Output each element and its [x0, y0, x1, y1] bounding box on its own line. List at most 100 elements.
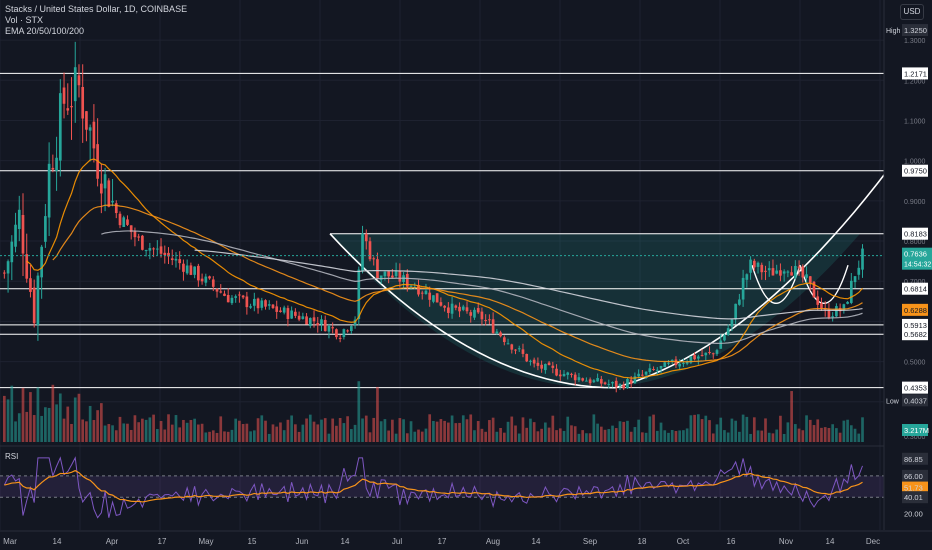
candle-body: [208, 276, 211, 279]
volume-bar: [241, 424, 245, 442]
volume-bar: [70, 423, 73, 442]
volume-bar: [100, 403, 103, 442]
volume-bar: [335, 425, 338, 442]
candle-body: [484, 320, 487, 322]
rsi-scale-tag: 86.85: [904, 455, 923, 464]
volume-bar: [719, 417, 723, 442]
volume-bar: [25, 411, 29, 442]
candle-body: [790, 272, 793, 276]
candle-body: [659, 366, 663, 369]
volume-bar: [294, 424, 297, 442]
volume-bar: [286, 419, 290, 442]
volume-bar: [491, 417, 495, 442]
volume-bar: [730, 418, 734, 442]
candle-body: [711, 353, 715, 355]
volume-bar: [667, 432, 670, 442]
candle-body: [368, 241, 372, 260]
time-axis-label: Apr: [106, 537, 119, 546]
candle-body: [21, 215, 25, 254]
volume-bar: [118, 416, 122, 442]
volume-bar: [249, 431, 252, 442]
price-level-tag: 0.9750: [904, 167, 927, 176]
candle-body: [700, 355, 704, 357]
candle-body: [428, 292, 432, 300]
volume-bar: [159, 421, 163, 442]
volume-bar: [745, 416, 749, 442]
volume-bar: [641, 432, 644, 442]
candle-body: [652, 369, 655, 371]
candle-body: [704, 352, 708, 356]
candle-body: [73, 67, 77, 102]
candle-body: [488, 319, 491, 321]
candle-body: [756, 262, 760, 267]
volume-bar: [290, 415, 293, 442]
rsi-line: [3, 456, 863, 519]
candle-body: [62, 87, 66, 104]
volume-bar: [3, 395, 6, 442]
price-level-tag-bg: [902, 381, 928, 394]
price-tick-label: 0.9000: [904, 199, 926, 206]
candle-body: [641, 374, 644, 376]
candle-body: [126, 219, 129, 225]
volume-bar: [629, 431, 633, 442]
candle-body: [409, 285, 413, 287]
candle-body: [44, 216, 47, 242]
volume-bar: [644, 432, 648, 442]
candle-body: [529, 360, 532, 362]
candle-body: [167, 252, 170, 257]
candle-body: [461, 306, 465, 310]
volume-bar: [271, 424, 275, 442]
candle-body: [301, 316, 305, 319]
candle-body: [517, 348, 521, 350]
volume-bar: [450, 415, 454, 442]
handle-arc-line: [799, 264, 849, 305]
time-axis-label: 14: [341, 537, 350, 546]
ema-line-200: [194, 249, 863, 320]
volume-bar: [760, 430, 764, 442]
volume-bar: [245, 423, 249, 442]
volume-bar: [439, 419, 443, 442]
handle-arc-line: [751, 264, 801, 305]
volume-bar: [861, 417, 864, 442]
candle-body: [357, 269, 361, 319]
volume-bar: [417, 429, 420, 442]
candle-body: [383, 271, 387, 277]
candle-body: [349, 326, 353, 332]
candle-body: [614, 380, 618, 388]
currency-button[interactable]: USD: [900, 4, 924, 20]
candle-body: [678, 363, 682, 367]
candle-body: [648, 368, 652, 373]
price-level-tag: 0.4353: [904, 384, 927, 393]
volume-bar: [376, 386, 379, 442]
candle-body: [644, 371, 648, 375]
candle-body: [808, 276, 812, 283]
volume-bar: [484, 431, 487, 442]
candle-body: [111, 200, 114, 203]
volume-bar: [323, 418, 327, 442]
volume-bar: [726, 432, 730, 442]
volume-bar: [816, 419, 820, 442]
high-label: High: [886, 28, 901, 35]
volume-bar: [514, 425, 517, 442]
price-level-tag: 0.5913: [904, 321, 927, 330]
candle-body: [182, 263, 185, 272]
candle-body: [592, 380, 596, 383]
volume-bar: [831, 424, 834, 442]
volume-bar: [782, 433, 786, 442]
candle-body: [562, 373, 566, 377]
candle-body: [327, 325, 331, 332]
candle-body: [812, 281, 816, 298]
candle-body: [364, 233, 368, 242]
volume-bar: [790, 391, 793, 442]
volume-bar: [771, 433, 775, 442]
candle-body: [760, 264, 764, 273]
candle-body: [570, 373, 573, 375]
current-price-bg: [902, 247, 932, 270]
volume-bar: [77, 393, 81, 442]
volume-bar: [693, 414, 696, 442]
candle-body: [100, 183, 103, 194]
candle-body: [3, 272, 6, 274]
volume-bar: [226, 431, 230, 442]
candle-body: [603, 382, 607, 385]
